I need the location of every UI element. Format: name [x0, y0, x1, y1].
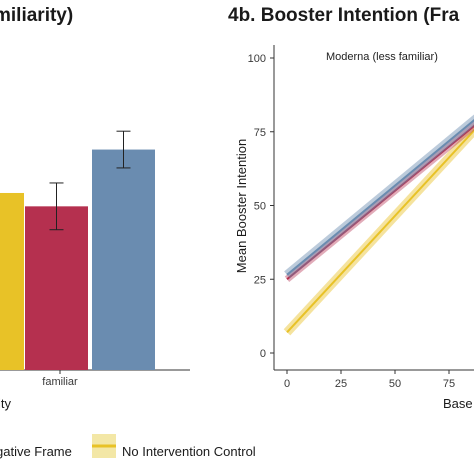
- x-tick-label-75: 75: [443, 378, 455, 390]
- line-ticks: 0 25 50 75 100 0 25 50 75: [248, 53, 455, 390]
- bar-group: [0, 130, 155, 370]
- bar-0: [0, 192, 24, 370]
- x-tick-label-25: 25: [335, 378, 347, 390]
- line-series-group: [283, 114, 474, 336]
- y-tick-label-50: 50: [254, 201, 266, 213]
- bar-x-axis-label: ity: [0, 396, 12, 411]
- line-x-axis-label: Base: [443, 396, 473, 411]
- line-chart-title: 4b. Booster Intention (Fra: [228, 5, 460, 26]
- y-tick-label-75: 75: [254, 127, 266, 139]
- confidence-band-2: [283, 123, 474, 336]
- x-tick-label-0: 0: [284, 378, 290, 390]
- regression-line-1: [286, 124, 474, 281]
- bar-chart-title: miliarity): [0, 5, 73, 26]
- confidence-band-0: [284, 114, 474, 279]
- legend: gative Frame No Intervention Control: [0, 434, 256, 459]
- regression-line-2: [286, 129, 474, 334]
- legend-label-negative-frame: gative Frame: [0, 444, 72, 459]
- y-tick-label-25: 25: [254, 274, 266, 286]
- line-y-axis-label: Mean Booster Intention: [234, 139, 249, 273]
- x-tick-label-50: 50: [389, 378, 401, 390]
- bar-1: [25, 206, 88, 370]
- line-annotation: Moderna (less familiar): [326, 51, 438, 63]
- y-tick-label-0: 0: [260, 348, 266, 360]
- y-tick-label-100: 100: [248, 53, 266, 65]
- bar-category-label: familiar: [42, 376, 78, 388]
- bar-2: [92, 149, 155, 370]
- regression-line-0: [286, 119, 474, 276]
- legend-label-no-intervention: No Intervention Control: [122, 444, 256, 459]
